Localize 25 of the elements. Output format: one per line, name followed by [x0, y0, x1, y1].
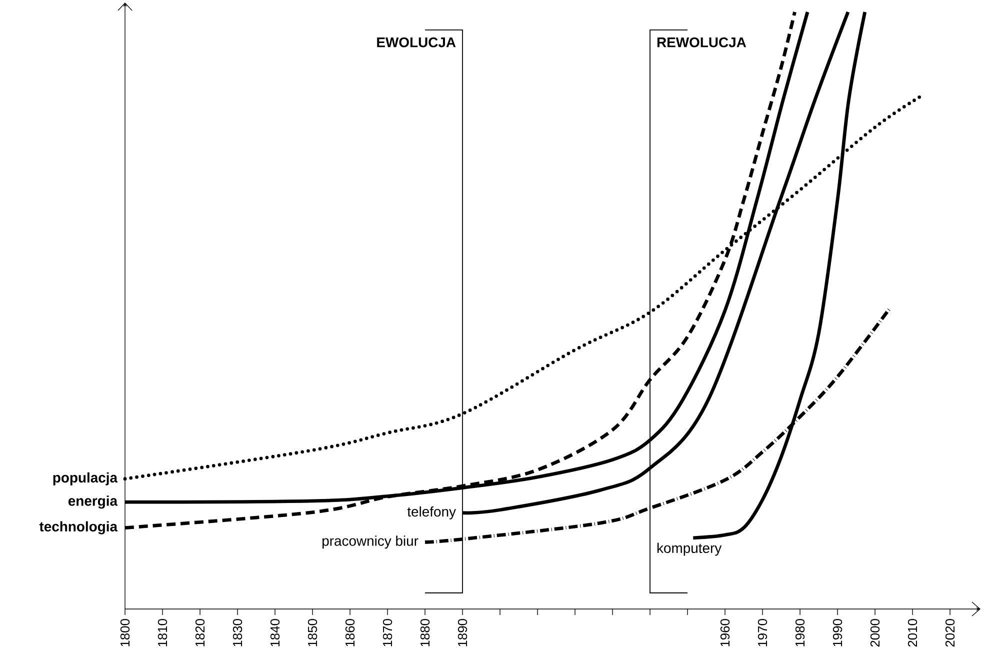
- x-tick-label: 1840: [270, 618, 280, 646]
- x-tick-label: 2000: [870, 618, 880, 647]
- x-tick-label: 1980: [795, 618, 805, 646]
- ref-line-label: REWOLUCJA: [657, 37, 746, 48]
- x-tick-label: 1870: [382, 618, 392, 646]
- x-tick-label: 1820: [195, 618, 205, 646]
- x-tick-label: 1810: [158, 618, 168, 646]
- x-tick-label: 1880: [420, 618, 430, 646]
- x-tick-label: 1830: [232, 618, 242, 646]
- x-tick-label: 1800: [120, 618, 130, 646]
- x-tick-label: 1890: [458, 618, 468, 646]
- x-tick-label: 1850: [308, 618, 318, 646]
- x-tick-label: 1970: [758, 618, 768, 646]
- series-label: technologia: [39, 521, 118, 534]
- x-tick-label: 1990: [832, 618, 842, 646]
- series-label: komputery: [657, 542, 722, 556]
- x-tick-label: 2020: [945, 618, 955, 647]
- x-tick-label: 1960: [720, 618, 730, 646]
- x-tick-label: 1860: [345, 618, 355, 646]
- series-label: energia: [68, 496, 118, 509]
- ref-line-label: EWOLUCJA: [377, 37, 456, 48]
- x-tick-label: 2010: [908, 618, 918, 647]
- series-label: populacja: [53, 472, 118, 486]
- series-label: telefony: [407, 506, 456, 520]
- series-label: pracownicy biur: [322, 536, 418, 549]
